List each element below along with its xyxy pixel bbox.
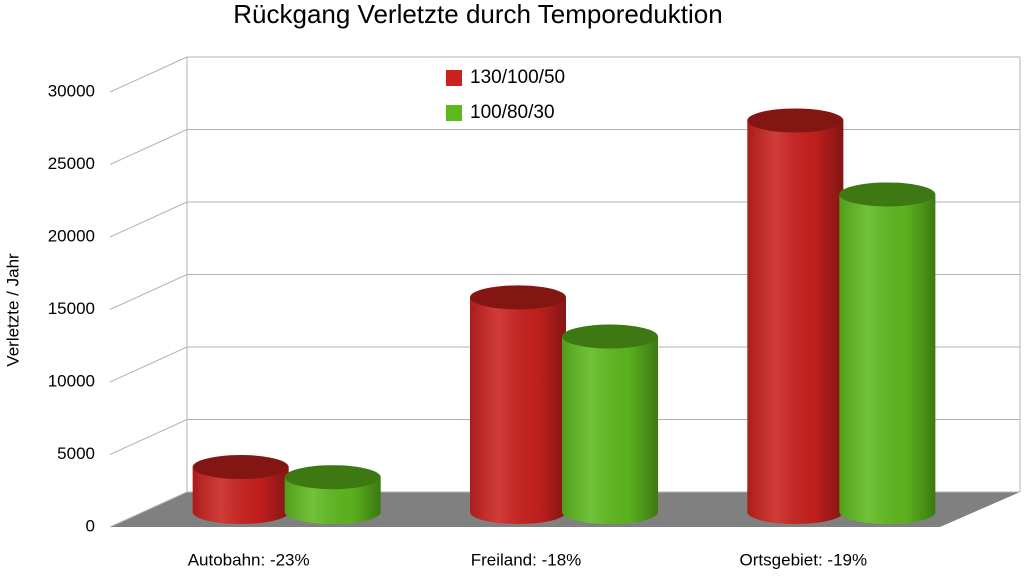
bar-shade — [747, 120, 844, 524]
bar-shade — [192, 467, 289, 524]
bar-top-shade — [470, 285, 566, 310]
y-tick-label: 5000 — [57, 444, 95, 463]
cylinder — [747, 108, 844, 524]
tick-mark — [109, 56, 188, 93]
bar-top-shade — [747, 108, 844, 133]
legend-label: 100/80/30 — [470, 102, 555, 123]
y-tick-label: 0 — [86, 516, 95, 535]
cylinder — [284, 465, 381, 524]
bar-shade — [839, 194, 936, 524]
bar-top — [284, 465, 381, 490]
x-tick-label: Freiland: -18% — [471, 550, 582, 569]
bar-shade — [284, 477, 381, 524]
bar-top — [747, 108, 844, 133]
x-tick-label: Autobahn: -23% — [188, 550, 310, 569]
tick-mark — [109, 419, 188, 455]
legend-swatch — [446, 70, 462, 86]
chart-title: Rückgang Verletzte durch Temporeduktion — [233, 0, 722, 29]
cylinder — [839, 182, 936, 524]
y-tick-label: 20000 — [48, 226, 95, 245]
y-tick-label: 10000 — [48, 371, 95, 390]
bar-top — [192, 455, 289, 480]
y-tick-label: 25000 — [48, 154, 95, 173]
bar-shade — [562, 336, 658, 524]
bar-top — [839, 182, 936, 207]
tick-mark — [109, 274, 188, 310]
y-tick-label: 30000 — [48, 81, 95, 100]
cylinder — [562, 324, 658, 524]
bar-shade — [470, 297, 566, 524]
tick-mark — [109, 201, 188, 238]
bar-top-shade — [562, 324, 658, 349]
tick-mark — [109, 129, 188, 165]
bar-top-shade — [839, 182, 936, 207]
legend-swatch — [446, 105, 462, 121]
x-tick-label: Ortsgebiet: -19% — [740, 550, 868, 569]
tick-mark — [109, 491, 188, 528]
bar-top-shade — [284, 465, 381, 490]
cylinder — [192, 455, 289, 524]
tick-mark — [109, 346, 188, 383]
bar-top-shade — [192, 455, 289, 480]
y-tick-label: 15000 — [48, 299, 95, 318]
bar-top — [562, 324, 658, 349]
bar-top — [470, 285, 566, 310]
legend-label: 130/100/50 — [470, 67, 565, 88]
cylinder — [470, 285, 566, 524]
y-axis-title: Verletzte / Jahr — [3, 253, 22, 367]
